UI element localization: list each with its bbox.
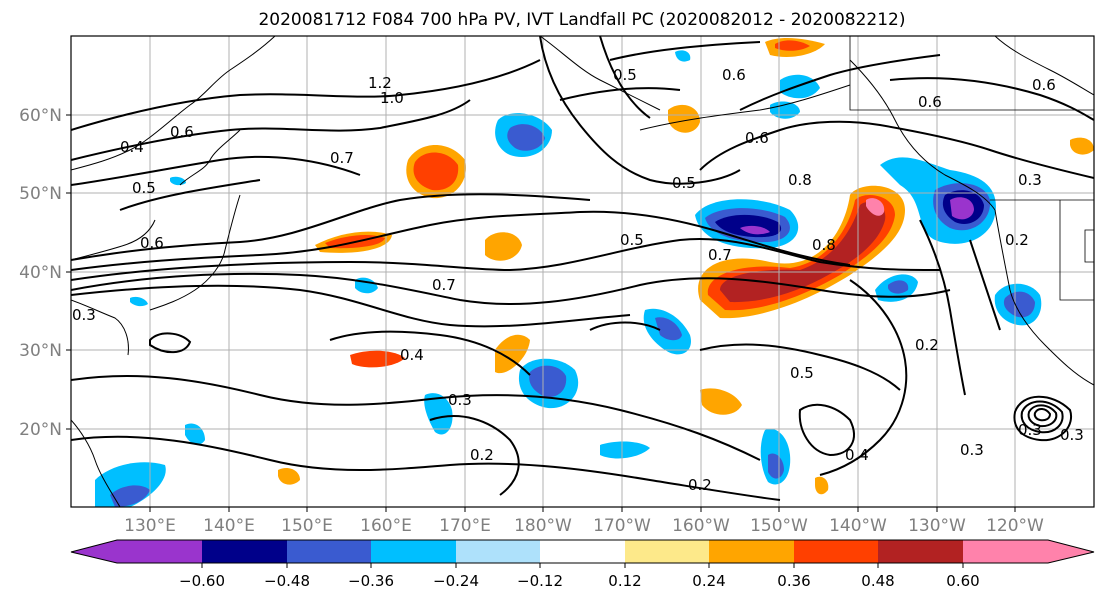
contour-labels: 1.2 1.0 0.6 0.4 0.5 0.7 0.6 0.3 0.7 0.4 … (72, 66, 1084, 494)
figure-title: 2020081712 F084 700 hPa PV, IVT Landfall… (258, 10, 905, 30)
contour-label: 0.6 (1032, 76, 1056, 94)
contour-label: 0.2 (1005, 231, 1029, 249)
lon-label: 130°E (124, 516, 176, 536)
contour-label: 0.6 (745, 129, 769, 147)
map-panel: 1.2 1.0 0.6 0.4 0.5 0.7 0.6 0.3 0.7 0.4 … (71, 36, 1094, 507)
pv-contours (71, 36, 1094, 501)
contour-label: 0.7 (708, 246, 732, 264)
colorbar-segment (625, 540, 709, 563)
lat-label: 60°N (19, 106, 62, 126)
lon-label: 140°W (829, 516, 887, 536)
lat-label: 30°N (19, 341, 62, 361)
axis-ticks (66, 114, 1016, 512)
contour-label: 0.5 (620, 231, 644, 249)
lat-label: 40°N (19, 263, 62, 283)
colorbar-segment (540, 540, 625, 563)
colorbar-segment (794, 540, 878, 563)
colorbar-tick-label: 0.24 (692, 572, 725, 590)
contour-label: 0.3 (960, 441, 984, 459)
latitude-labels: 60°N 50°N 40°N 30°N 20°N (19, 106, 62, 440)
colorbar: −0.60 −0.48 −0.36 −0.24 −0.12 0.12 0.24 … (70, 539, 1095, 590)
colorbar-outline (70, 539, 1095, 564)
contour-label: 1.0 (380, 89, 404, 107)
lat-label: 50°N (19, 184, 62, 204)
contour-label: 0.6 (140, 234, 164, 252)
colorbar-segment (287, 540, 371, 563)
colorbar-segment (456, 540, 540, 563)
colorbar-segment (117, 540, 202, 563)
contour-label: 0.5 (132, 179, 156, 197)
contour-label: 0.5 (613, 66, 637, 84)
contour-label: 0.5 (790, 364, 814, 382)
contour-label: 0.3 (72, 306, 96, 324)
contour-label: 0.8 (788, 171, 812, 189)
colorbar-extend-high (963, 540, 1094, 563)
contour-label: 0.6 (170, 123, 194, 141)
lon-label: 180°W (514, 516, 572, 536)
contour-label: 0.6 (918, 93, 942, 111)
contour-label: 0.3 (448, 391, 472, 409)
contour-label: 0.3 (1018, 171, 1042, 189)
colorbar-segment (878, 540, 963, 563)
lon-label: 170°W (593, 516, 651, 536)
contour-label: 0.4 (400, 346, 424, 364)
colorbar-segment (371, 540, 456, 563)
contour-label: 0.8 (812, 236, 836, 254)
colorbar-tick-label: −0.60 (179, 572, 225, 590)
contour-label: 0.4 (845, 446, 869, 464)
contour-label: 0.4 (120, 138, 144, 156)
lon-label: 120°W (986, 516, 1044, 536)
colorbar-tick-label: 0.60 (946, 572, 979, 590)
contour-label: 1.2 (368, 74, 392, 92)
colorbar-segment (709, 540, 794, 563)
lon-label: 170°E (439, 516, 491, 536)
colorbar-tick-label: 0.48 (861, 572, 894, 590)
contour-label: 0.7 (432, 276, 456, 294)
colorbar-tick-label: 0.12 (608, 572, 641, 590)
gridlines (71, 36, 1094, 507)
contour-label: 0.7 (330, 149, 354, 167)
contour-label: 0.2 (470, 446, 494, 464)
colorbar-tick-label: 0.36 (777, 572, 810, 590)
colorbar-tick-label: −0.24 (433, 572, 479, 590)
lon-label: 150°W (750, 516, 808, 536)
contour-label: 0.3 (1018, 421, 1042, 439)
colorbar-tick-label: −0.36 (348, 572, 394, 590)
political-borders (849, 36, 1094, 301)
lon-label: 150°E (281, 516, 333, 536)
lon-label: 160°W (672, 516, 730, 536)
lon-label: 160°E (360, 516, 412, 536)
contour-label: 0.3 (1060, 426, 1084, 444)
coastlines (71, 36, 1094, 507)
contour-label: 0.6 (722, 66, 746, 84)
colorbar-tick-label: −0.12 (517, 572, 563, 590)
lat-label: 20°N (19, 420, 62, 440)
longitude-labels: 130°E 140°E 150°E 160°E 170°E 180°W 170°… (124, 516, 1044, 536)
colorbar-segment (202, 540, 287, 563)
contour-label: 0.2 (688, 476, 712, 494)
contour-label: 0.2 (915, 336, 939, 354)
colorbar-tick-label: −0.48 (264, 572, 310, 590)
lon-label: 140°E (203, 516, 255, 536)
colorbar-extend-low (71, 540, 117, 563)
colorbar-ticks (201, 563, 964, 568)
lon-label: 130°W (908, 516, 966, 536)
contour-label: 0.5 (672, 174, 696, 192)
